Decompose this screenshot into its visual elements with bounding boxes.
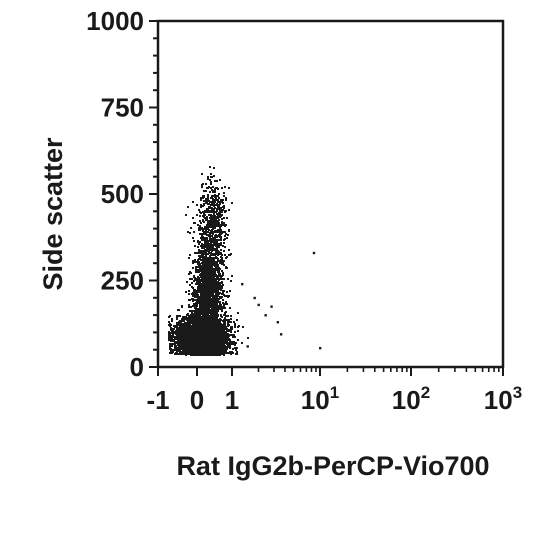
outlier-point [246,345,249,348]
y-tick-label: 1000 [86,6,144,36]
y-tick-label: 0 [130,352,144,382]
x-tick-label: 103 [484,383,522,415]
x-tick-label: -1 [146,385,169,415]
outlier-point [264,314,267,317]
points-layer [168,166,322,356]
x-tick-label: 1 [225,385,239,415]
outlier-point [253,296,256,300]
dense-population-points [168,166,249,356]
y-axis-ticks: 0 250 500 750 1000 [86,6,158,382]
y-tick-label: 250 [101,266,144,296]
x-tick-label: 101 [301,383,339,415]
x-tick-label: 102 [392,383,430,415]
x-tick-label: 0 [190,385,204,415]
outlier-point [257,303,260,307]
outlier-point [270,305,273,308]
outlier-point [276,321,280,324]
y-axis-title: Side scatter [38,137,68,291]
outlier-point [319,346,322,350]
outlier-point [312,251,316,255]
x-axis-ticks: -1 0 1 101 102 103 [146,367,522,415]
outlier-point [241,282,244,286]
y-tick-label: 500 [101,179,144,209]
x-axis-title: Rat IgG2b-PerCP-Vio700 [176,451,489,481]
outlier-point [279,333,283,336]
y-tick-label: 750 [101,93,144,123]
